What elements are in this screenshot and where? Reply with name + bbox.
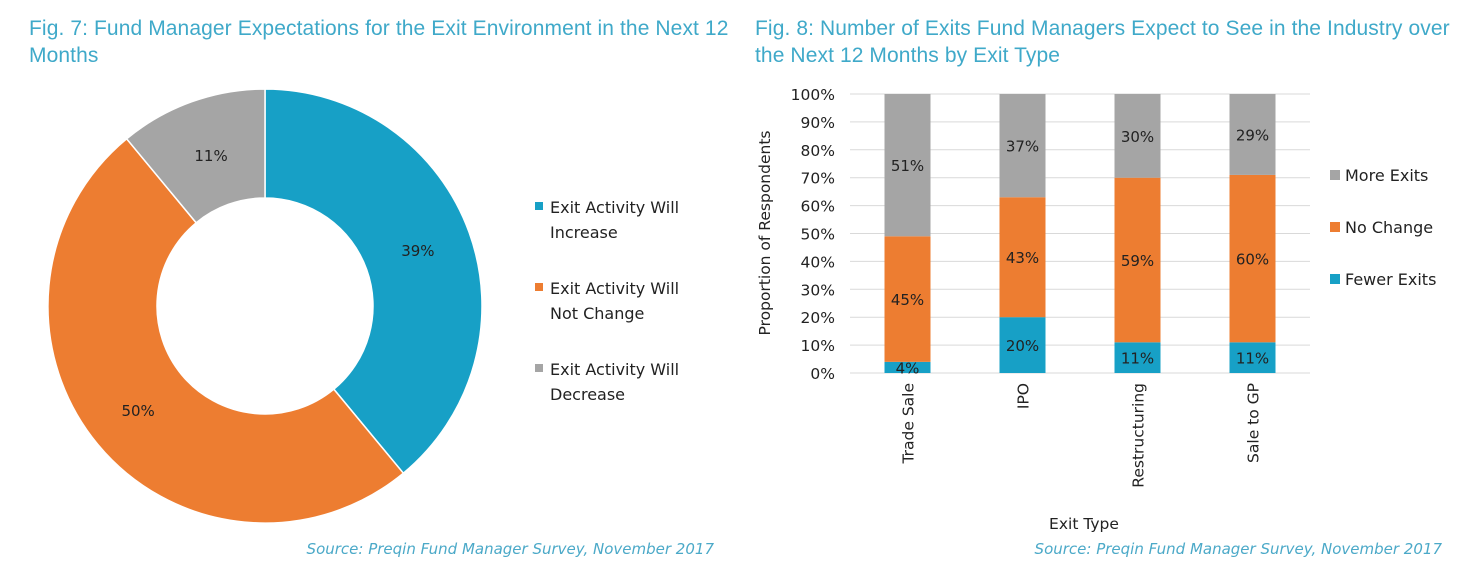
bar-data-label: 37% xyxy=(1006,138,1039,156)
donut-chart: 39% 50% 11% xyxy=(47,88,483,524)
bar-segment-no-change xyxy=(999,197,1046,318)
legend-label: Decrease xyxy=(550,385,625,404)
bar-segment-fewer-exits xyxy=(1229,342,1276,373)
bar-data-label: 30% xyxy=(1121,128,1154,146)
bar-segment-fewer-exits xyxy=(884,361,931,373)
legend-swatch xyxy=(1330,170,1340,180)
y-tick-label: 10% xyxy=(801,337,835,355)
legend-label: Exit Activity Will xyxy=(550,279,679,298)
bar-segment-more-exits xyxy=(884,94,931,237)
x-tick-label: IPO xyxy=(1015,383,1033,409)
stacked-bar-chart: 0% 10% 20% 30% 40% 50% 60% 70% 80% 90% 100% 4% 45% 5… xyxy=(756,86,1436,533)
fig8-source: Source: Preqin Fund Manager Survey, Nove… xyxy=(1034,540,1442,558)
y-tick-label: 50% xyxy=(801,226,835,244)
y-tick-label: 80% xyxy=(801,142,835,160)
legend-swatch xyxy=(1330,222,1340,232)
legend-swatch xyxy=(535,283,543,291)
bar-segment-no-change xyxy=(1229,174,1276,343)
donut-data-label: 11% xyxy=(194,147,227,165)
fig7-source: Source: Preqin Fund Manager Survey, Nove… xyxy=(306,540,714,558)
y-axis-ticks: 0% 10% 20% 30% 40% 50% 60% 70% 80% 90% 100% xyxy=(791,86,835,383)
y-tick-label: 40% xyxy=(801,253,835,271)
x-axis-ticks: Trade Sale IPO Restructuring Sale to GP xyxy=(900,383,1263,488)
donut-slice-exit-activity-will-increase xyxy=(264,88,483,475)
y-tick-label: 20% xyxy=(801,309,835,327)
bar-segment-no-change xyxy=(884,236,931,362)
bar-data-label: 29% xyxy=(1236,126,1269,144)
bar-data-label: 11% xyxy=(1236,350,1269,368)
y-tick-label: 0% xyxy=(810,365,835,383)
bar-segment-no-change xyxy=(1114,177,1161,343)
donut-slice-exit-activity-will-decrease xyxy=(125,88,266,224)
legend-item: Exit Activity Will Not Change xyxy=(535,279,679,323)
y-tick-label: 30% xyxy=(801,281,835,299)
bar-data-label: 43% xyxy=(1006,249,1039,267)
legend-label: Exit Activity Will xyxy=(550,360,679,379)
bar-segment-fewer-exits xyxy=(999,317,1046,373)
legend-label: Fewer Exits xyxy=(1345,270,1436,289)
fig8-title: Fig. 8: Number of Exits Fund Managers Ex… xyxy=(755,17,1450,67)
legend-item: No Change xyxy=(1330,218,1433,237)
fig7-title: Fig. 7: Fund Manager Expectations for th… xyxy=(29,17,729,67)
donut-data-label: 39% xyxy=(401,242,434,260)
bars xyxy=(884,94,1276,373)
legend-swatch xyxy=(535,364,543,372)
legend-label: More Exits xyxy=(1345,166,1428,185)
bar-segment-fewer-exits xyxy=(1114,342,1161,373)
y-tick-label: 100% xyxy=(791,86,835,104)
legend-label: No Change xyxy=(1345,218,1433,237)
bar-data-label: 11% xyxy=(1121,350,1154,368)
legend-item: Exit Activity Will Increase xyxy=(535,198,679,242)
bar-segment-more-exits xyxy=(1114,94,1161,178)
bar-data-label: 51% xyxy=(891,157,924,175)
bar-data-label: 20% xyxy=(1006,337,1039,355)
bar-data-label: 45% xyxy=(891,291,924,309)
bar-legend: More Exits No Change Fewer Exits xyxy=(1330,166,1436,289)
donut-data-label: 50% xyxy=(121,402,154,420)
legend-item: More Exits xyxy=(1330,166,1428,185)
x-tick-label: Sale to GP xyxy=(1245,383,1263,463)
legend-swatch xyxy=(535,202,543,210)
bar-data-label: 60% xyxy=(1236,251,1269,269)
legend-label: Increase xyxy=(550,223,618,242)
legend-label: Exit Activity Will xyxy=(550,198,679,217)
bar-segment-more-exits xyxy=(999,94,1046,198)
bar-data-label: 4% xyxy=(896,359,920,377)
y-tick-label: 60% xyxy=(801,198,835,216)
y-tick-label: 90% xyxy=(801,114,835,132)
x-tick-label: Restructuring xyxy=(1130,383,1148,488)
bar-segment-more-exits xyxy=(1229,94,1276,175)
donut-slice-exit-activity-will-not-change xyxy=(47,137,405,524)
legend-item: Fewer Exits xyxy=(1330,270,1436,289)
y-tick-label: 70% xyxy=(801,170,835,188)
x-tick-label: Trade Sale xyxy=(900,383,918,465)
legend-swatch xyxy=(1330,274,1340,284)
bar-data-label: 59% xyxy=(1121,252,1154,270)
y-axis-label: Proportion of Respondents xyxy=(756,131,774,336)
bar-data-labels: 4% 45% 51% 20% 43% 37% 11% 59% 30% 11% 60% 29% xyxy=(891,126,1269,377)
legend-item: Exit Activity Will Decrease xyxy=(535,360,679,404)
x-axis-label: Exit Type xyxy=(1049,515,1119,533)
legend-label: Not Change xyxy=(550,304,644,323)
